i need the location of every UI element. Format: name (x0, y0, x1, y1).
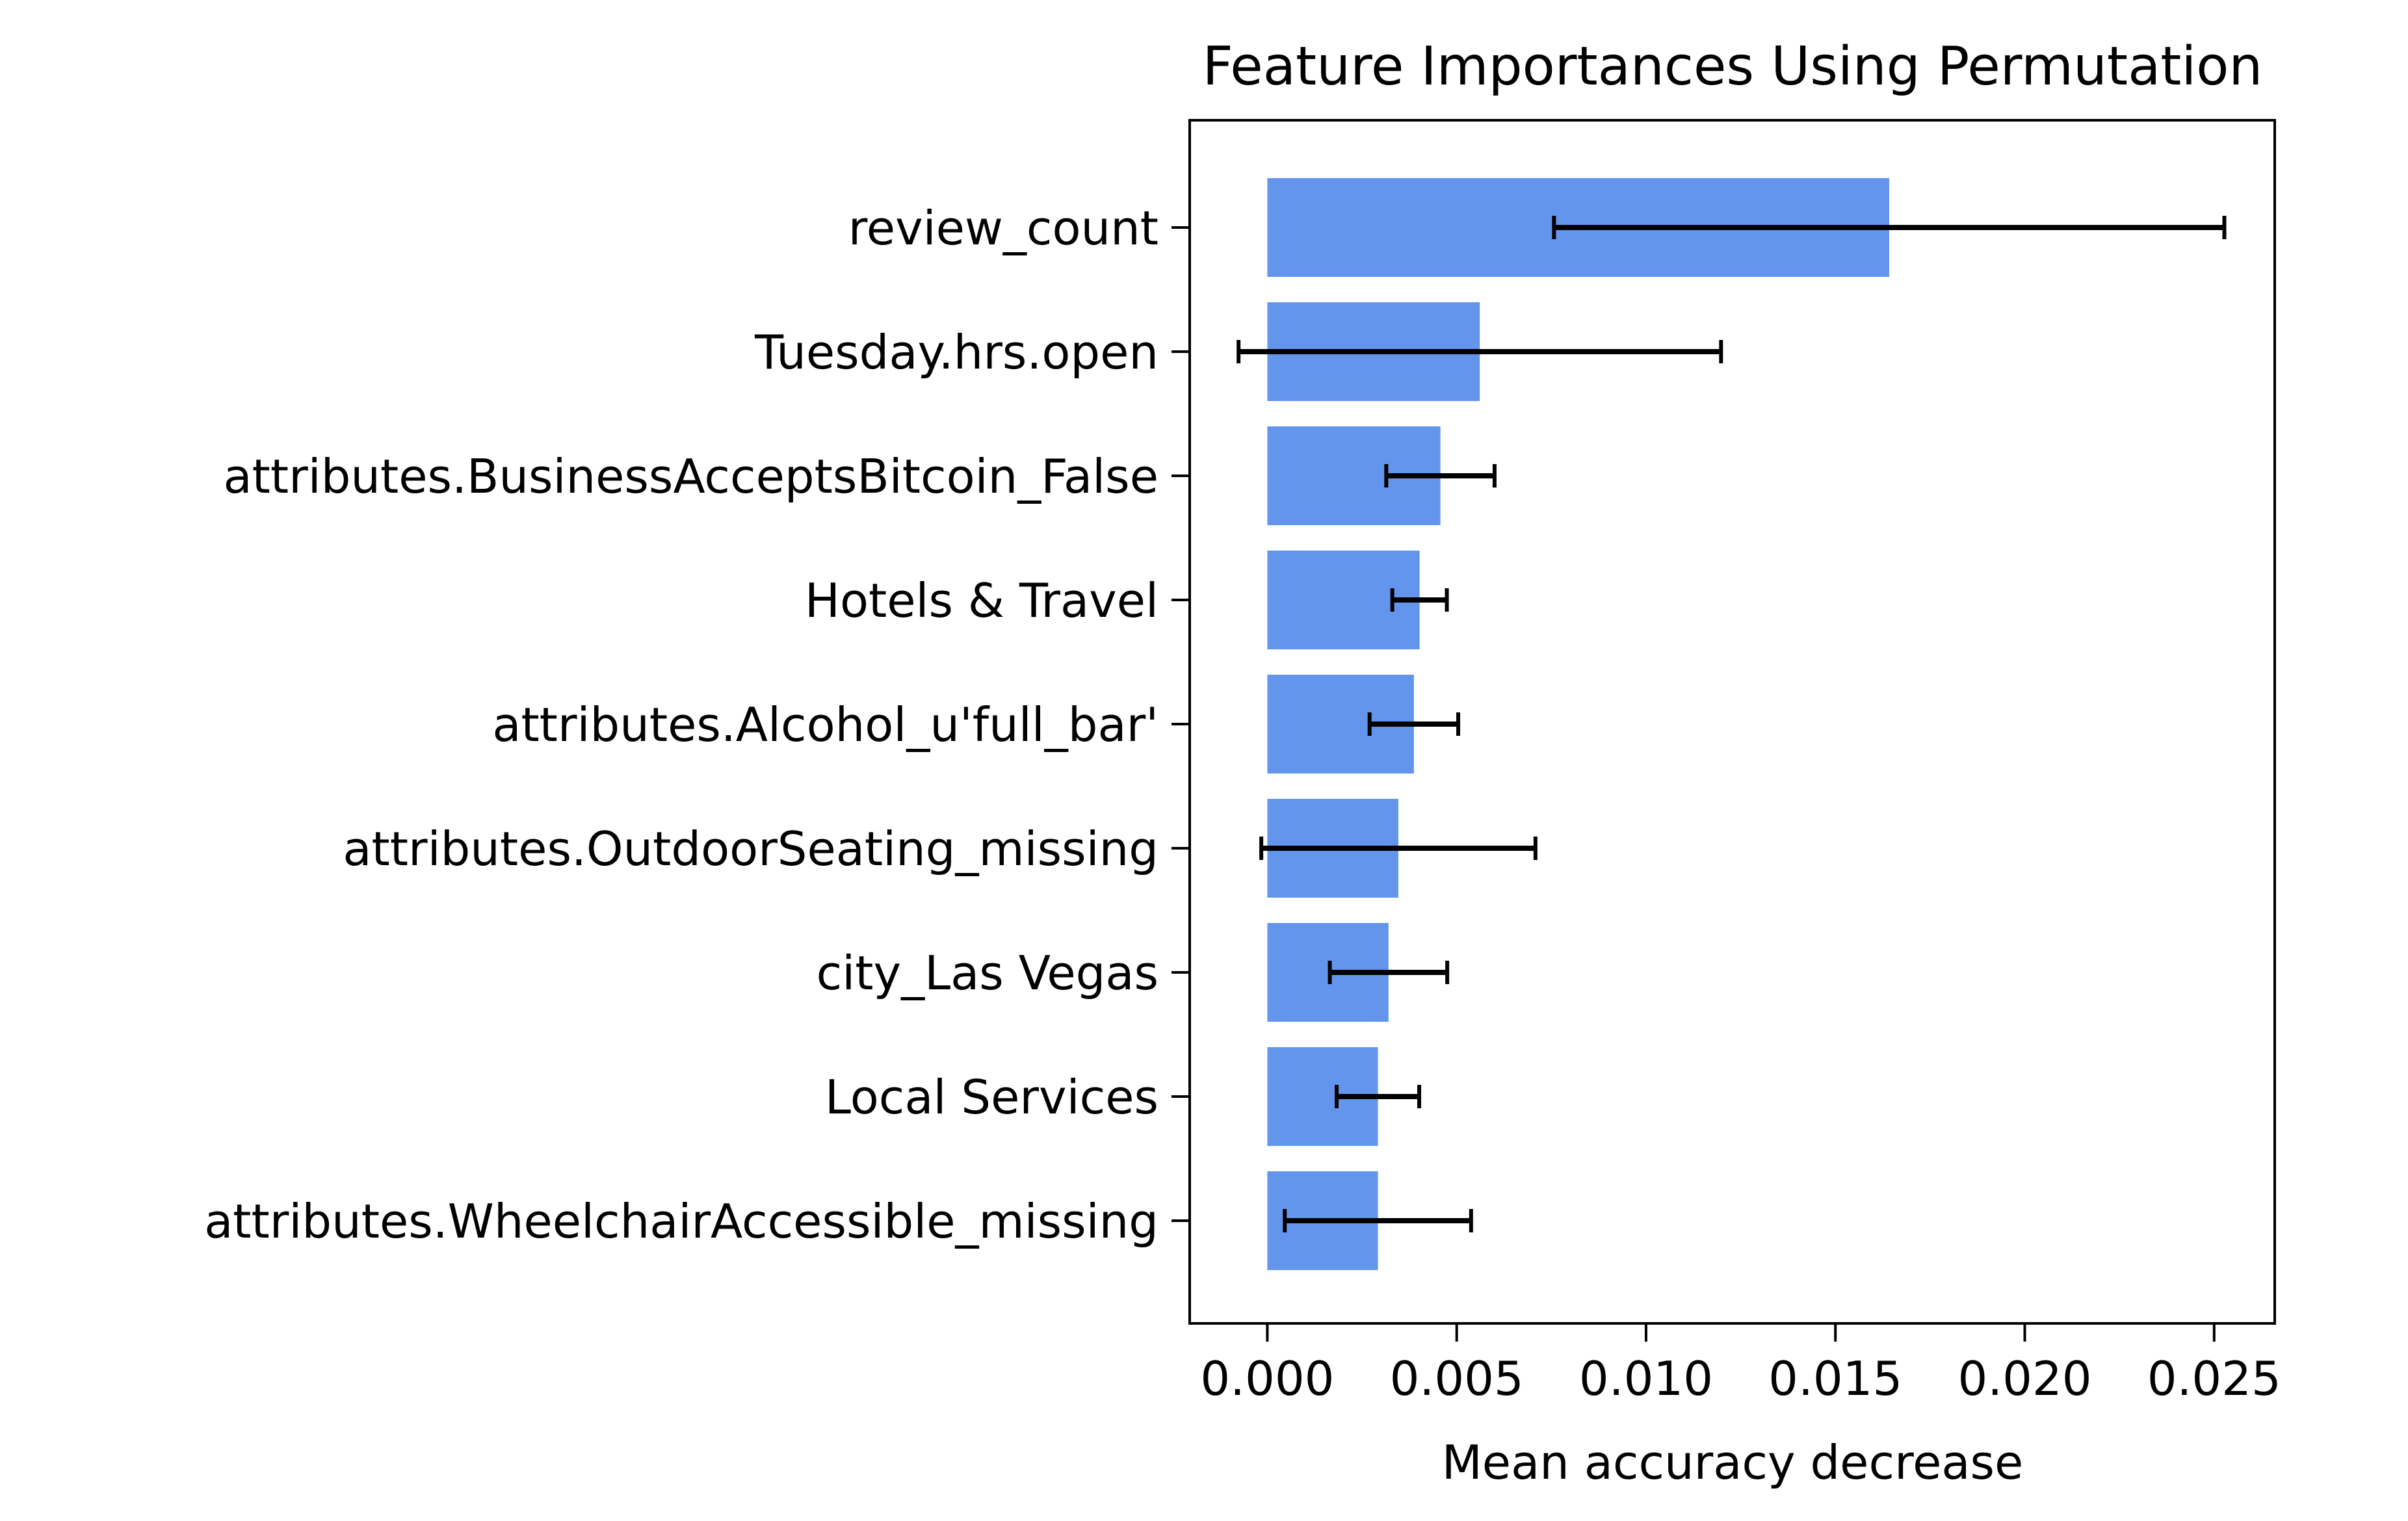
x-tick-label: 0.000 (1200, 1351, 1334, 1406)
error-bar (1259, 837, 1538, 860)
bars-layer (1267, 178, 1889, 1270)
y-tick-label: attributes.BusinessAcceptsBitcoin_False (224, 449, 1159, 504)
errorbars-layer (1237, 216, 2227, 1232)
y-tick-label: Tuesday.hrs.open (754, 325, 1158, 380)
plot-frame (1188, 119, 2276, 1325)
y-tick-label: Local Services (825, 1070, 1158, 1124)
x-tick-label: 0.005 (1390, 1351, 1524, 1406)
x-tick-label: 0.025 (2147, 1351, 2281, 1406)
y-tick-label: review_count (848, 201, 1158, 255)
y-tick-label: attributes.OutdoorSeating_missing (343, 822, 1158, 876)
chart-title: Feature Importances Using Permutation (1203, 36, 2263, 98)
error-bar (1237, 340, 1723, 363)
y-tick-label: city_Las Vegas (817, 946, 1158, 1000)
error-bar (1390, 588, 1449, 612)
error-bar (1384, 464, 1497, 488)
x-axis: 0.000 0.005 0.010 0.015 0.020 0.025 (1200, 1323, 2281, 1406)
x-tick-label: 0.010 (1579, 1351, 1713, 1406)
error-bar (1328, 961, 1450, 984)
error-bar (1552, 216, 2227, 239)
y-tick-label: attributes.WheelchairAccessible_missing (204, 1194, 1158, 1249)
y-tick-label: Hotels & Travel (805, 573, 1158, 628)
x-tick-label: 0.020 (1957, 1351, 2091, 1406)
x-axis-label: Mean accuracy decrease (1442, 1435, 2024, 1490)
y-tick-label: attributes.Alcohol_u'full_bar' (492, 697, 1158, 752)
x-tick-label: 0.015 (1768, 1351, 1902, 1406)
y-axis: review_count Tuesday.hrs.open attributes.B… (204, 201, 1190, 1249)
error-bar (1283, 1209, 1473, 1232)
error-bar (1335, 1085, 1422, 1108)
error-bar (1367, 712, 1461, 736)
